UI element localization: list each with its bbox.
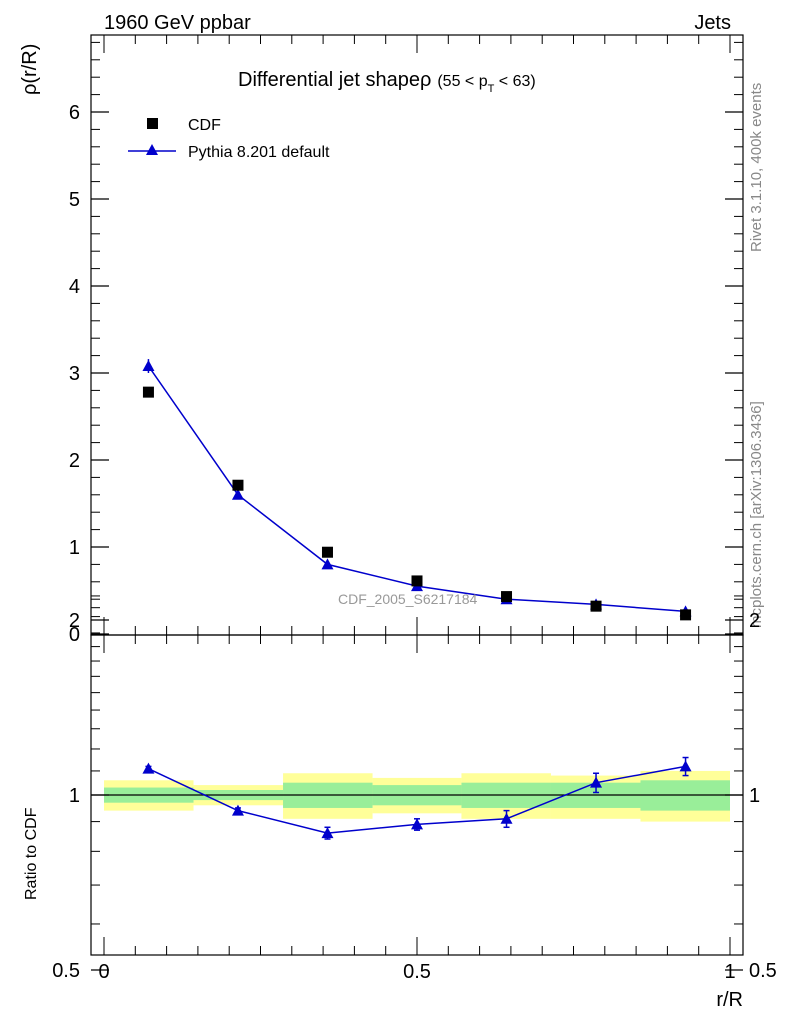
ratio-pythia-point <box>679 760 692 772</box>
ratio-y-tick-label-right: 0.5 <box>749 960 777 982</box>
ratio-y-tick-label-right: 2 <box>749 610 760 632</box>
y-tick-label: 4 <box>69 276 80 298</box>
header-left: 1960 GeV ppbar <box>104 12 251 34</box>
legend-pythia-label: Pythia 8.201 default <box>188 144 330 161</box>
legend-pythia-marker <box>146 144 158 155</box>
cdf-point <box>590 600 602 612</box>
plot-title: Differential jet shapeρ (55 < pT < 63) <box>238 69 536 95</box>
y-tick-label: 0 <box>69 624 80 646</box>
y-tick-label: 1 <box>69 537 80 559</box>
cdf-point <box>142 386 154 398</box>
y-tick-label: 3 <box>69 363 80 385</box>
pythia-point <box>142 360 155 372</box>
y-axis-label: ρ(r/R) <box>19 44 41 95</box>
x-tick-label: 1 <box>724 961 735 983</box>
ratio-pythia-point <box>411 818 423 830</box>
cdf-point <box>321 546 333 558</box>
x-axis-label: r/R <box>716 989 743 1011</box>
pythia-point <box>321 558 334 570</box>
ratio-pythia-point <box>590 776 603 788</box>
ratio-pythia-point <box>231 804 244 816</box>
ratio-y-tick-label: 0.5 <box>52 960 80 982</box>
header-right: Jets <box>694 12 731 34</box>
y-tick-label: 6 <box>69 102 80 124</box>
x-tick-label: 0.5 <box>403 961 431 983</box>
side-label-top: Rivet 3.1.10, 400k events <box>748 83 765 252</box>
legend-cdf-marker <box>147 118 158 129</box>
pythia-point <box>231 488 244 500</box>
legend-cdf-label: CDF <box>188 117 221 134</box>
x-tick-label: 0 <box>98 961 109 983</box>
cdf-point <box>680 609 692 621</box>
plot-title-range: (55 < p <box>437 73 487 90</box>
y-tick-label: 2 <box>69 450 80 472</box>
analysis-watermark: CDF_2005_S6217184 <box>338 591 478 607</box>
cdf-point <box>411 575 423 587</box>
ratio-y-tick-label: 2 <box>69 610 80 632</box>
cdf-point <box>232 479 244 491</box>
ratio-pythia-point <box>321 827 334 839</box>
pythia-line <box>147 365 686 613</box>
ratio-pythia-point <box>500 812 513 824</box>
plot-title-range-end: < 63) <box>494 73 535 90</box>
ratio-y-tick-label: 1 <box>69 785 80 807</box>
legend: CDF Pythia 8.201 default <box>128 117 330 161</box>
plot-title-subscript: T <box>488 83 495 95</box>
ratio-pythia-point <box>142 762 155 774</box>
y-tick-label: 5 <box>69 189 80 211</box>
side-label-bottom: mcplots.cern.ch [arXiv:1306.3436] <box>748 401 765 628</box>
ratio-y-tick-label-right: 1 <box>749 785 760 807</box>
ratio-plot: 0.5 0.51 12 20 0.5 1 Ratio to CDF r/R <box>23 595 777 1011</box>
cdf-point <box>501 591 513 603</box>
ratio-y-axis-label: Ratio to CDF <box>23 807 40 900</box>
plot-title-main: Differential jet shapeρ <box>238 69 431 91</box>
main-plot: 0 1 2 3 4 5 6 Differential jet shapeρ (55 < pT … <box>19 34 744 646</box>
